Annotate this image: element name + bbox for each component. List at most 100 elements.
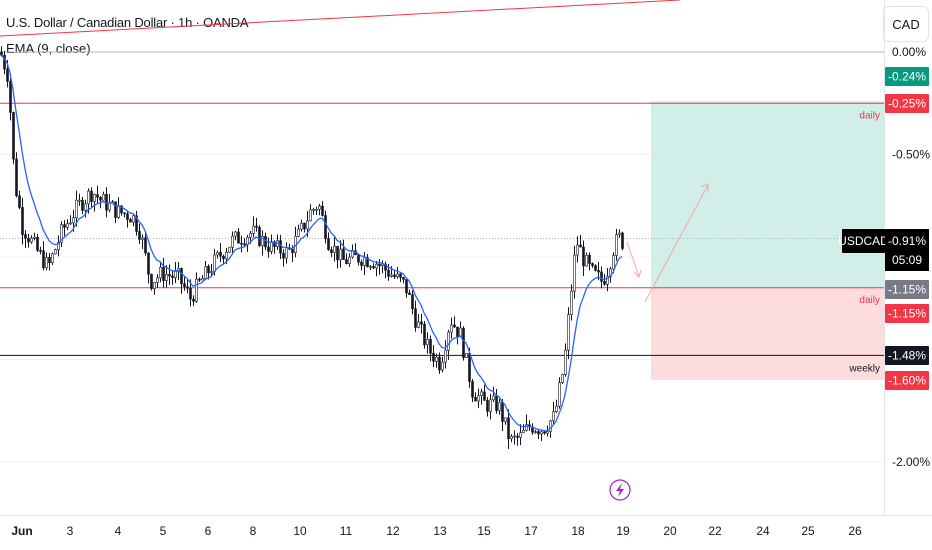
candle-body	[435, 356, 438, 362]
candle-body	[30, 237, 33, 243]
candle-body	[471, 381, 474, 398]
candle-body	[123, 212, 126, 215]
badge-target-price: -0.24%	[888, 70, 926, 84]
candle-body	[0, 51, 3, 56]
trend-line	[0, 0, 681, 37]
candle-body	[540, 431, 543, 435]
x-tick-label: 11	[340, 524, 353, 538]
candle-body	[192, 298, 195, 302]
candle-body	[363, 257, 366, 266]
candle-body	[153, 282, 156, 289]
candle-body	[591, 263, 594, 266]
x-tick-label: 24	[756, 524, 770, 538]
candle-body	[393, 274, 396, 278]
candle-body	[117, 205, 120, 218]
candle-body	[621, 232, 624, 249]
candle-body	[261, 235, 264, 246]
candle-body	[588, 254, 591, 264]
candle-body	[555, 405, 558, 412]
candle-body	[201, 278, 204, 281]
candle-body	[147, 252, 150, 275]
badge-weekly: -1.48%	[888, 349, 926, 363]
candle-body	[444, 349, 447, 363]
candle-body	[18, 195, 21, 208]
candle-body	[48, 256, 51, 264]
candle-body	[228, 246, 231, 253]
candle-body	[429, 339, 432, 354]
candle-body	[63, 224, 66, 228]
candle-body	[399, 273, 402, 278]
candle-body	[33, 236, 36, 239]
badge-daily-top-bg	[885, 94, 929, 113]
candle-body	[486, 400, 489, 412]
badge-daily-bottom: -1.15%	[888, 307, 926, 321]
projection-down-arrowhead	[633, 269, 642, 278]
candle-body	[321, 205, 324, 216]
x-tick-label: 3	[67, 524, 74, 538]
candle-body	[438, 356, 441, 371]
candle-body	[567, 314, 570, 351]
candle-body	[489, 399, 492, 412]
projection-up-arrow	[644, 184, 709, 303]
candle-body	[114, 201, 117, 218]
candle-body	[210, 271, 213, 274]
candle-body	[87, 190, 90, 205]
candle-body	[420, 321, 423, 325]
candle-body	[135, 215, 138, 232]
x-tick-label: 18	[571, 524, 585, 538]
candle-body	[513, 435, 516, 438]
y-tick-label: -0.50%	[892, 148, 930, 162]
candle-body	[594, 265, 597, 271]
candle-body	[12, 112, 15, 160]
candle-body	[72, 217, 75, 224]
candle-body	[360, 261, 363, 266]
candle-body	[207, 265, 210, 274]
candle-body	[618, 232, 621, 235]
badge-weekly-bg	[885, 346, 929, 365]
x-tick-label: 19	[616, 524, 630, 538]
candle-body	[183, 283, 186, 288]
candle-body	[171, 275, 174, 278]
candle-body	[423, 323, 426, 346]
currency-button[interactable]: CAD	[883, 6, 929, 42]
candle-body	[222, 255, 225, 260]
candle-body	[3, 54, 6, 70]
candle-body	[405, 279, 408, 294]
badge-target-price-bg	[885, 67, 929, 86]
x-tick-label: 6	[205, 524, 212, 538]
candle-body	[96, 194, 99, 198]
candle-body	[150, 274, 153, 289]
candle-body	[24, 234, 27, 239]
candle-body	[468, 353, 471, 382]
candle-body	[579, 244, 582, 248]
candle-body	[345, 259, 348, 264]
candle-body	[381, 263, 384, 266]
candle-body	[285, 247, 288, 259]
ema-line	[0, 54, 623, 432]
candle-body	[102, 194, 105, 201]
candle-body	[273, 241, 276, 247]
candle-body	[582, 246, 585, 267]
candle-body	[108, 202, 111, 211]
candle-body	[558, 382, 561, 407]
candle-body	[378, 263, 381, 266]
candle-body	[519, 432, 522, 438]
candle-body	[267, 246, 270, 252]
badge-stop-price: -1.60%	[888, 374, 926, 388]
candle-body	[330, 249, 333, 253]
candle-body	[525, 424, 528, 431]
candle-body	[198, 278, 201, 281]
candle-body	[441, 361, 444, 371]
candle-body	[492, 395, 495, 401]
candle-body	[495, 395, 498, 411]
candle-body	[141, 237, 144, 240]
candle-body	[297, 228, 300, 237]
candle-body	[162, 266, 165, 281]
candle-body	[411, 294, 414, 310]
candle-body	[126, 213, 129, 220]
candle-body	[585, 254, 588, 267]
flash-icon-bolt	[616, 483, 624, 497]
x-tick-label: 25	[801, 524, 815, 538]
y-tick-label: 0.00%	[892, 45, 926, 59]
